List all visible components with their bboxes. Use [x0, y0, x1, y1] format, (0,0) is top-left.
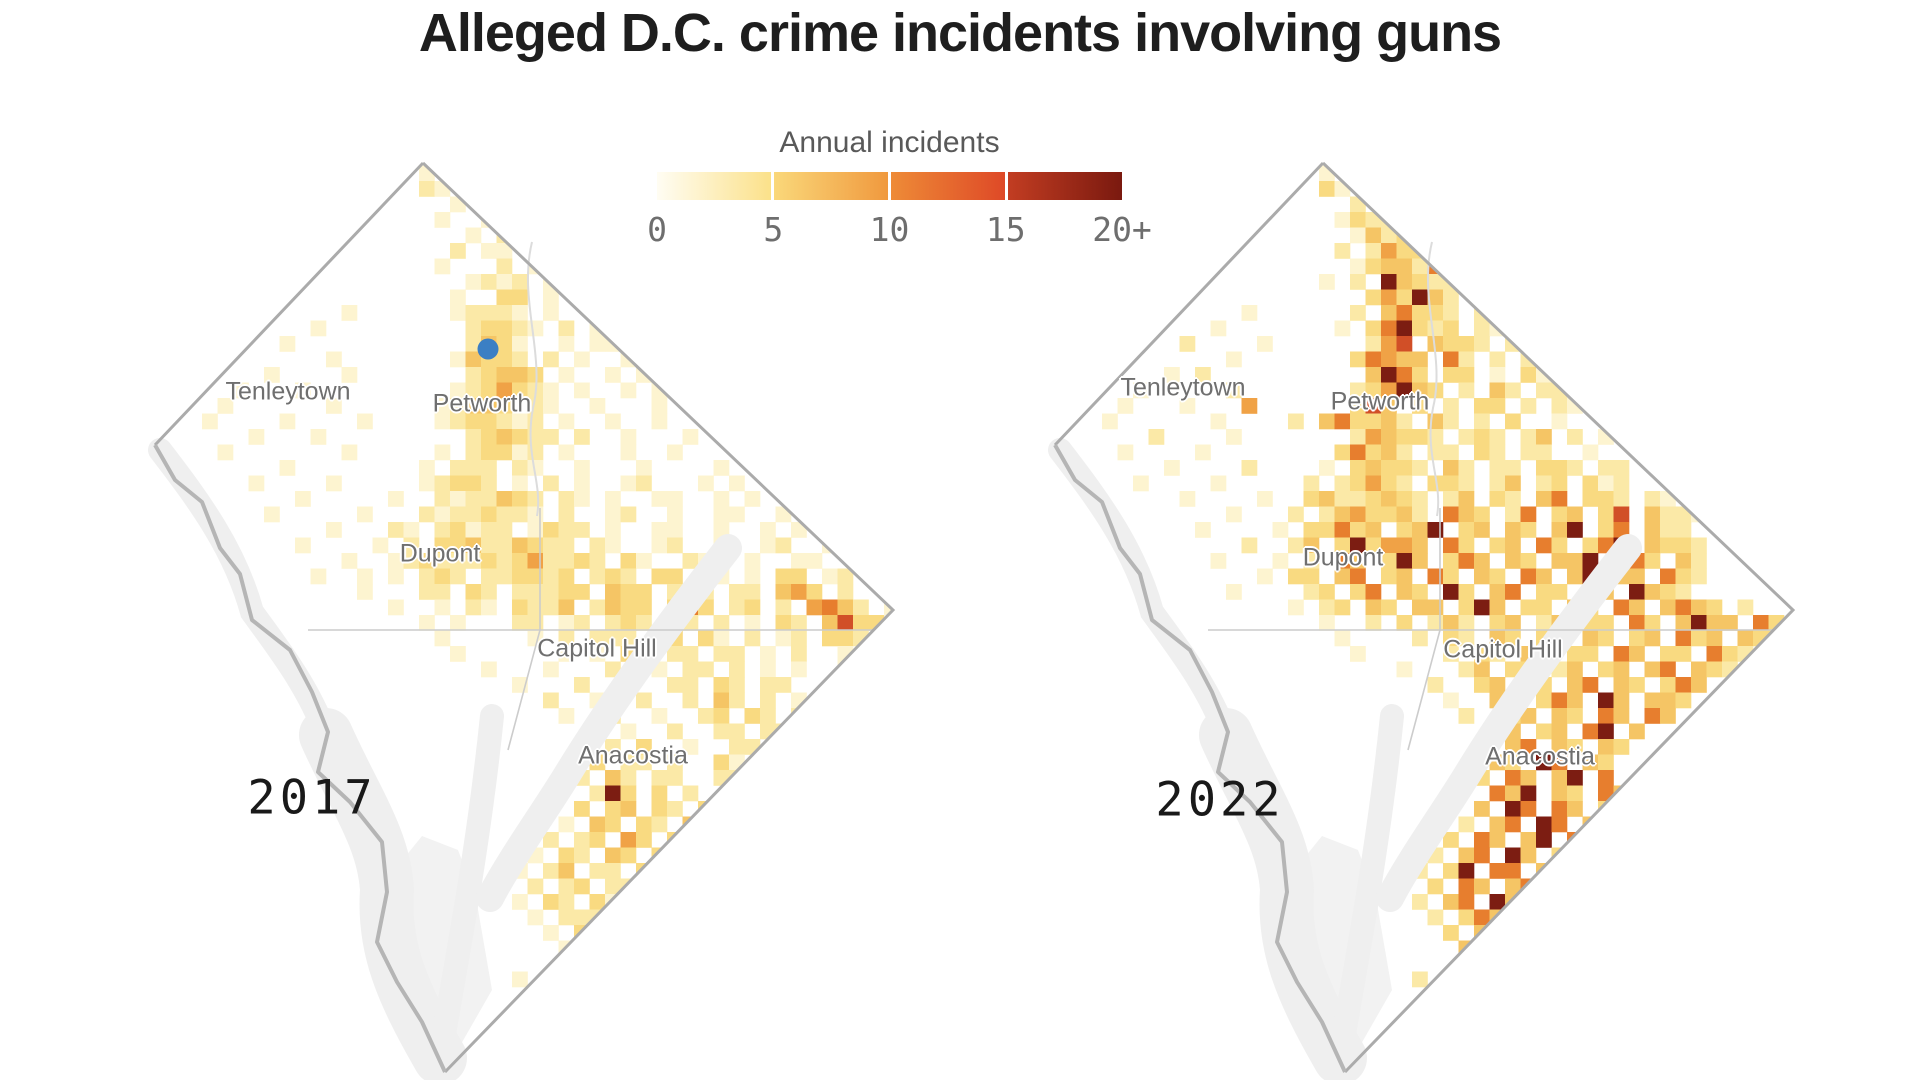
map-label-capitol-hill: Capitol Hill — [1443, 635, 1563, 664]
year-label-2017: 2017 — [247, 770, 377, 826]
legend-segment-2 — [891, 172, 1005, 200]
map-label-tenleytown: Tenleytown — [1120, 373, 1246, 402]
rock-creek-line — [1426, 241, 1440, 517]
quadrant-line — [1407, 629, 1441, 751]
legend-ticks: 0 5 10 15 20+ — [647, 210, 1152, 252]
district-boundary — [1321, 161, 1796, 1074]
map-label-anacostia: Anacostia — [1485, 742, 1595, 771]
district-boundary — [1053, 161, 1325, 447]
river — [428, 704, 504, 1070]
river — [476, 534, 742, 912]
legend-tick-0: 0 — [647, 210, 667, 249]
map-2017: 2017 Tenleytown Petworth Dupont Capitol Hil… — [140, 150, 910, 1080]
map-label-anacostia: Anacostia — [578, 741, 688, 770]
map-2022: 2022 Tenleytown Petworth Dupont Capitol Hil… — [1040, 150, 1810, 1080]
legend-tick-10: 10 — [869, 210, 910, 249]
legend-tick-20plus: 20+ — [1092, 210, 1152, 249]
district-boundary — [153, 161, 425, 447]
map-label-dupont: Dupont — [399, 539, 481, 568]
heat-grid — [1102, 165, 1785, 988]
legend-tick-5: 5 — [763, 210, 784, 249]
map-label-capitol-hill: Capitol Hill — [537, 634, 657, 663]
highlight-dot — [477, 338, 499, 360]
legend-segment-3 — [1008, 172, 1122, 200]
legend-color-ramp — [657, 172, 1122, 200]
legend: Annual incidents 0 5 10 15 20+ — [647, 126, 1152, 252]
map-label-dupont: Dupont — [1302, 543, 1384, 572]
legend-segment-1 — [774, 172, 888, 200]
district-boundary — [421, 161, 896, 1074]
river-boundary — [153, 444, 447, 1073]
legend-title: Annual incidents — [779, 126, 1000, 159]
legend-segment-0 — [657, 172, 771, 200]
river-boundary — [1053, 444, 1347, 1073]
map-svg-2017 — [148, 161, 896, 1080]
map-svg-2022 — [1048, 161, 1796, 1080]
rock-creek-line — [526, 241, 540, 517]
map-label-tenleytown: Tenleytown — [225, 377, 351, 406]
river — [1376, 534, 1642, 912]
year-label-2022: 2022 — [1155, 772, 1285, 828]
quadrant-line — [507, 629, 541, 751]
legend-tick-15: 15 — [985, 210, 1026, 249]
map-label-petworth: Petworth — [1330, 387, 1430, 416]
river — [1328, 704, 1404, 1070]
page-title: Alleged D.C. crime incidents involving g… — [418, 3, 1502, 63]
map-label-petworth: Petworth — [432, 389, 532, 418]
